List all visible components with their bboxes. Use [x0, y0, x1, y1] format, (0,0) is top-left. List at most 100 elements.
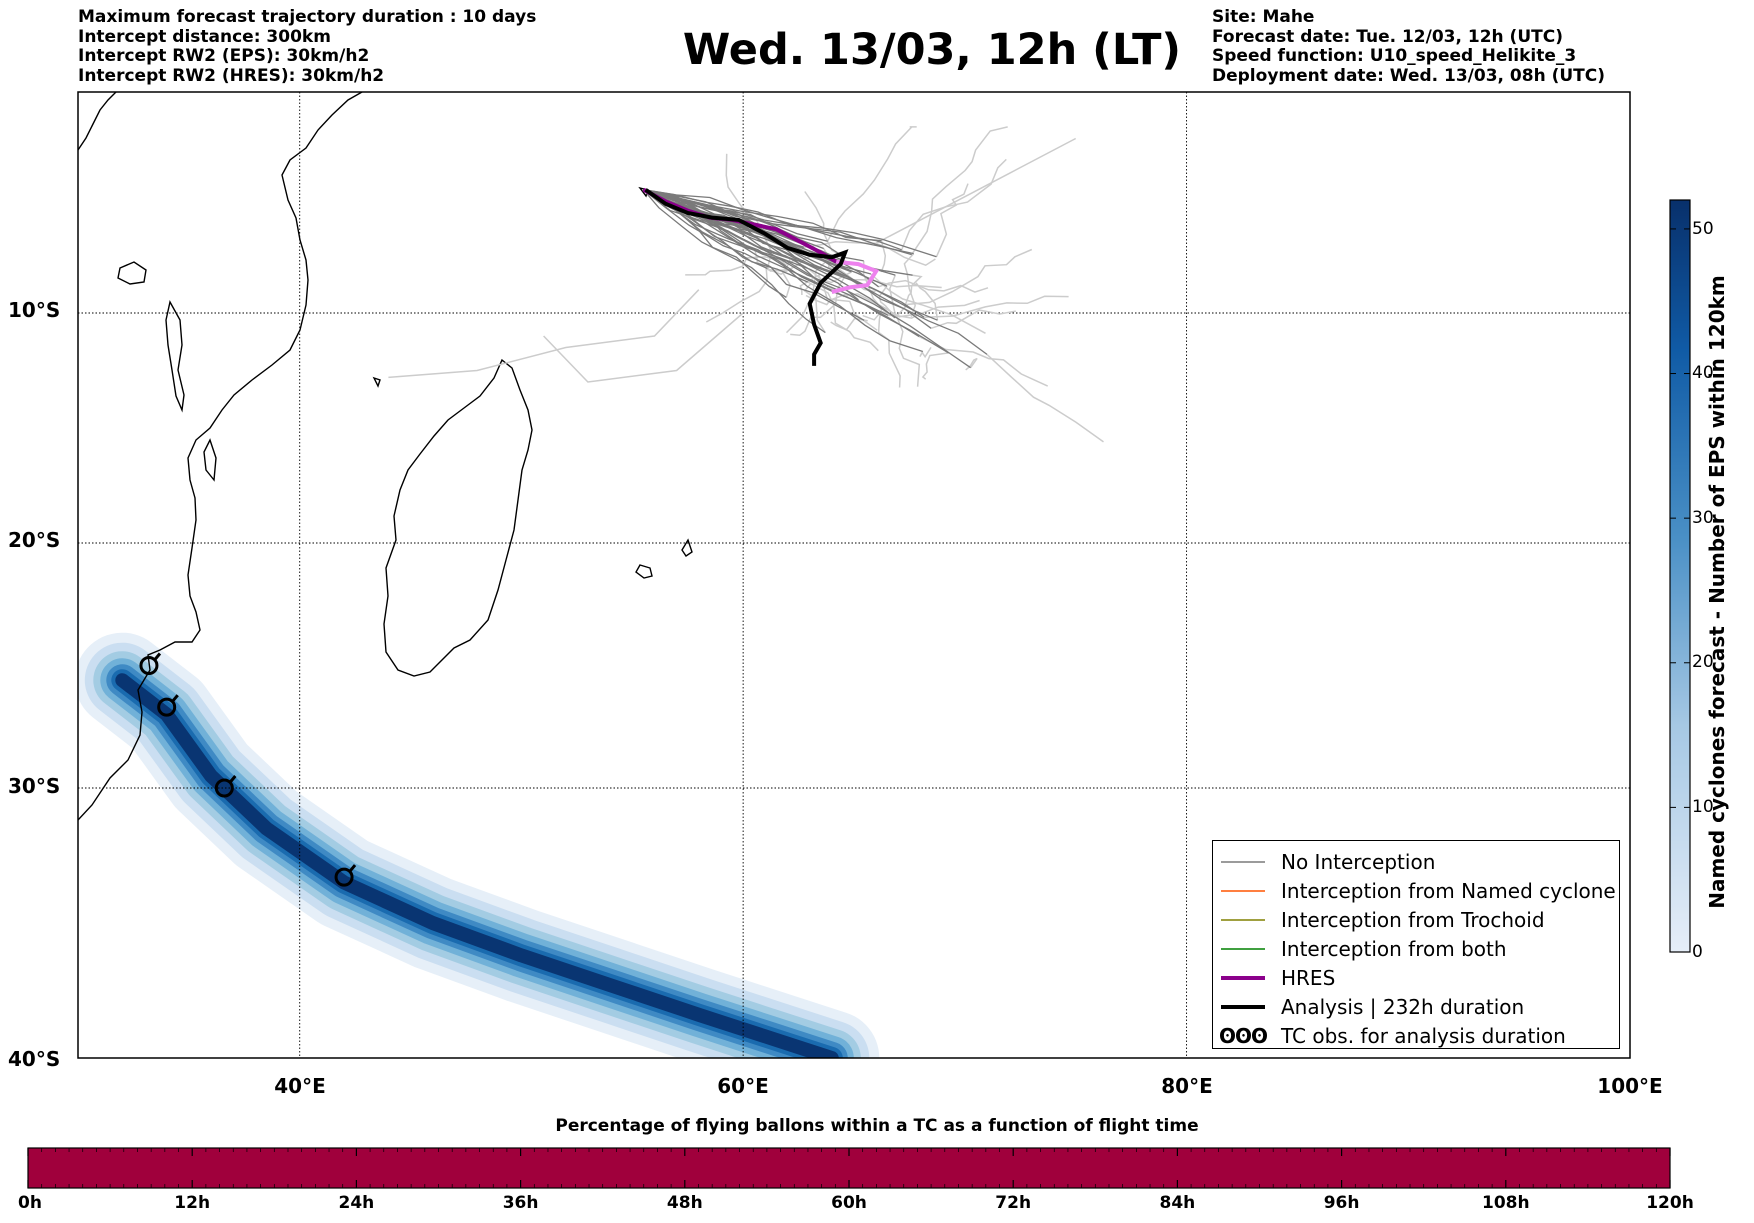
eps-member-track [643, 189, 924, 353]
info-intercept-distance: Intercept distance: 300km [78, 26, 331, 47]
lat-label-10s: 10°S [8, 298, 61, 322]
eps-member-track [643, 189, 902, 251]
legend-item-trochoid: Interception from Trochoid [1213, 905, 1619, 934]
eps-member-track-late [889, 274, 921, 387]
time-bar-label: 108h [1482, 1193, 1530, 1213]
lat-label-20s: 20°S [8, 528, 61, 552]
time-bar-title: Percentage of flying ballons within a TC… [555, 1116, 1199, 1136]
info-intercept-hres: Intercept RW2 (HRES): 30km/h2 [78, 65, 385, 86]
mauritius-island [681, 538, 693, 557]
legend-label: Analysis | 232h duration [1281, 994, 1525, 1019]
info-site: Site: Mahe [1212, 7, 1315, 27]
eps-member-track-late [803, 283, 826, 334]
time-bar-label: 72h [995, 1193, 1032, 1213]
colorbar-tick-label: 50 [1692, 219, 1714, 239]
eps-member-track-late [870, 273, 986, 334]
legend-label: No Interception [1281, 849, 1436, 874]
eps-member-track [643, 189, 932, 329]
info-speed-function: Speed function: U10_speed_Helikite_3 [1212, 46, 1577, 66]
eps-member-track-late [903, 274, 923, 308]
eps-member-track-late [685, 256, 797, 276]
eps-member-track-late [862, 285, 896, 321]
header-left-info: Maximum forecast trajectory duration : 1… [78, 7, 536, 86]
eps-member-track [642, 189, 826, 334]
info-intercept-eps: Intercept RW2 (EPS): 30km/h2 [78, 46, 370, 66]
tc-obs-icon: ʘʘʘ [1219, 1023, 1268, 1048]
legend-label: Interception from both [1281, 936, 1507, 961]
tc-observations [139, 652, 357, 887]
time-bar-label: 24h [338, 1193, 375, 1213]
legend-item-named-cyclone: Interception from Named cyclone [1213, 876, 1619, 905]
legend-item-tc-obs: ʘʘʘ TC obs. for analysis duration [1213, 1021, 1619, 1050]
colorbar-tick-label: 0 [1692, 942, 1703, 962]
lat-label-40s: 40°S [8, 1047, 61, 1071]
hres-track-late [831, 259, 880, 295]
lon-label-60e: 60°E [717, 1074, 769, 1098]
legend-label: Interception from Named cyclone [1281, 878, 1616, 903]
arabia-horn-coast [78, 92, 117, 151]
colorbar-tick-label: 20 [1692, 652, 1714, 672]
colorbar-tick-label: 10 [1692, 797, 1714, 817]
time-bar-label: 60h [831, 1193, 867, 1213]
lake-malawi [203, 438, 217, 482]
tc-obs-marker [157, 694, 179, 717]
eps-member-track [643, 189, 914, 255]
density-contour [115, 673, 839, 1058]
eps-member-track-late [986, 353, 1104, 443]
time-bar-label: 84h [1159, 1193, 1196, 1213]
legend-swatch [1221, 947, 1265, 950]
colorbar-tick-label: 30 [1692, 508, 1714, 528]
info-deployment-date: Deployment date: Wed. 13/03, 08h (UTC) [1212, 65, 1606, 86]
time-bar-label: 120h [1646, 1193, 1694, 1213]
colorbar-tick-label: 40 [1692, 363, 1714, 383]
lon-label-100e: 100°E [1597, 1074, 1663, 1098]
page-title: Wed. 13/03, 12h (LT) [682, 25, 1182, 75]
comoros [372, 376, 381, 388]
eps-member-track-late [930, 309, 1017, 330]
time-bar-label: 96h [1323, 1193, 1360, 1213]
named-cyclone-density [78, 632, 880, 1058]
eps-member-track-late [923, 295, 1069, 318]
eps-member-track-late [901, 158, 1007, 251]
eps-member-track [643, 189, 920, 338]
eps-member-track-late [827, 126, 917, 242]
colorbar [1669, 199, 1691, 953]
eps-member-track-late [921, 352, 949, 380]
lake-victoria [117, 261, 147, 285]
legend-swatch [1221, 860, 1265, 863]
tc-obs-marker [139, 652, 162, 675]
time-bar-label: 48h [666, 1193, 703, 1213]
legend-label: TC obs. for analysis duration [1281, 1023, 1566, 1048]
eps-member-track-late [875, 137, 1077, 244]
eps-member-track-late [965, 357, 978, 371]
eps-member-track-late [804, 241, 936, 267]
legend-swatch [1221, 975, 1265, 980]
eps-member-track-late [799, 271, 852, 296]
legend-swatch [1221, 1004, 1265, 1009]
eps-member-track-late [918, 335, 1049, 387]
lon-label-80e: 80°E [1161, 1074, 1213, 1098]
time-bar-ticks [27, 1148, 1671, 1188]
time-bar-label: 12h [174, 1193, 211, 1213]
map-frame [77, 91, 1631, 1059]
legend-item-both: Interception from both [1213, 934, 1619, 963]
colorbar-ticks [1670, 228, 1690, 953]
legend-label: Interception from Trochoid [1281, 907, 1545, 932]
eps-member-track-late [388, 289, 700, 379]
eps-member-track-late [903, 253, 916, 317]
legend-swatch [1221, 889, 1265, 892]
time-bar-label: 36h [502, 1193, 539, 1213]
analysis-track [644, 188, 849, 366]
lon-label-40e: 40°E [274, 1074, 326, 1098]
eps-member-track-late [830, 317, 868, 331]
header-right-info: Site: Mahe Forecast date: Tue. 12/03, 12… [1212, 7, 1606, 86]
legend-swatch [1221, 918, 1265, 921]
tc-obs-marker [334, 864, 357, 887]
eps-member-track-late [543, 312, 744, 383]
legend-item-hres: HRES [1213, 963, 1619, 992]
legend: No Interception Interception from Named … [1212, 840, 1620, 1049]
info-forecast-date: Forecast date: Tue. 12/03, 12h (UTC) [1212, 26, 1563, 47]
tc-obs-marker [214, 775, 237, 798]
eps-member-track-late [911, 126, 1008, 256]
lat-label-30s: 30°S [8, 774, 61, 798]
